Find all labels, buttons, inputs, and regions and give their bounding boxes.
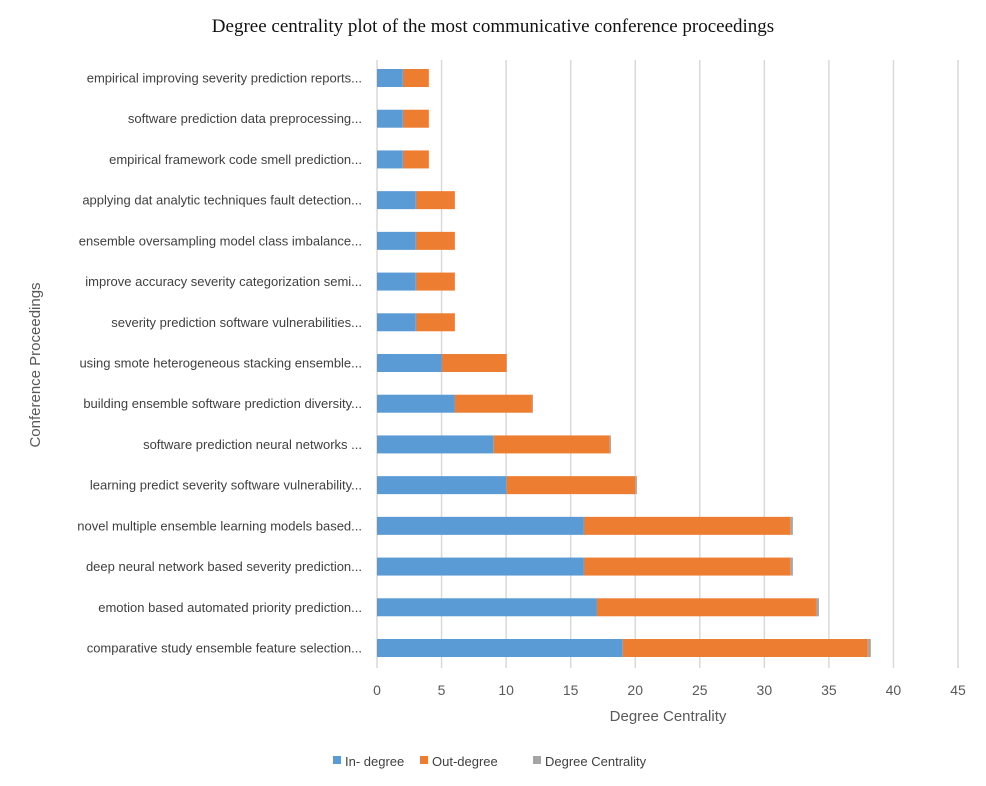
bar-degree-centrality: [609, 435, 611, 454]
legend-swatch: [533, 756, 541, 764]
bar-degree-centrality: [506, 354, 508, 372]
x-axis-label: Degree Centrality: [610, 708, 727, 725]
bar-in-degree: [377, 598, 597, 617]
bars: [377, 69, 871, 657]
bar-in-degree: [377, 191, 416, 210]
bar-degree-centrality: [454, 313, 455, 332]
bar-in-degree: [377, 394, 455, 413]
bar-out-degree: [583, 557, 791, 576]
bar-in-degree: [377, 69, 403, 87]
bar-degree-centrality: [867, 639, 871, 657]
category-label: empirical framework code smell predictio…: [109, 152, 362, 167]
bar-in-degree: [377, 435, 494, 454]
x-tick-label: 10: [498, 682, 514, 698]
category-label: severity prediction software vulnerabili…: [111, 315, 362, 330]
y-axis-label: Conference Proceedings: [27, 282, 44, 447]
legend: In- degree Out-degree Degree Centrality: [333, 754, 647, 769]
bar-out-degree: [454, 394, 532, 413]
category-label: empirical improving severity prediction …: [87, 71, 362, 86]
category-label: comparative study ensemble feature selec…: [87, 641, 362, 656]
bar-degree-centrality: [635, 476, 637, 495]
category-label: ensemble oversampling model class imbala…: [79, 233, 362, 248]
legend-label: Out-degree: [432, 754, 498, 769]
bar-in-degree: [377, 272, 416, 291]
x-tick-label: 30: [757, 682, 773, 698]
bar-degree-centrality: [790, 557, 793, 576]
bar-degree-centrality: [815, 598, 819, 617]
bar-in-degree: [377, 557, 584, 576]
bar-degree-centrality: [454, 272, 455, 291]
x-tick-label: 35: [821, 682, 837, 698]
x-tick-labels: 0 5 10 15 20 25 30 35 40 45: [373, 682, 966, 698]
bar-out-degree: [402, 150, 429, 169]
legend-swatch: [420, 756, 428, 764]
bar-in-degree: [377, 109, 403, 128]
category-label: improve accuracy severity categorization…: [85, 274, 362, 289]
legend-swatch: [333, 756, 341, 764]
category-label: using smote heterogeneous stacking ensem…: [79, 356, 362, 371]
x-tick-label: 25: [692, 682, 708, 698]
bar-in-degree: [377, 639, 623, 657]
bar-out-degree: [622, 639, 868, 657]
bar-degree-centrality: [454, 191, 455, 210]
category-label: software prediction neural networks ...: [143, 437, 362, 452]
category-label: building ensemble software prediction di…: [83, 396, 362, 411]
category-label: deep neural network based severity predi…: [86, 559, 362, 574]
bar-out-degree: [415, 313, 455, 332]
category-labels: empirical improving severity prediction …: [77, 71, 362, 656]
x-tick-label: 15: [563, 682, 579, 698]
category-label: software prediction data preprocessing..…: [128, 111, 362, 126]
x-tick-label: 5: [438, 682, 446, 698]
bar-degree-centrality: [531, 394, 533, 413]
bar-out-degree: [441, 354, 507, 372]
bar-out-degree: [583, 516, 791, 535]
bar-in-degree: [377, 313, 416, 332]
category-label: emotion based automated priority predict…: [98, 600, 362, 615]
bar-in-degree: [377, 476, 507, 495]
bar-degree-centrality: [790, 516, 793, 535]
bar-degree-centrality: [454, 231, 455, 250]
bar-in-degree: [377, 354, 442, 372]
x-tick-label: 0: [373, 682, 381, 698]
bar-out-degree: [415, 272, 455, 291]
category-label: novel multiple ensemble learning models …: [77, 518, 362, 533]
bar-out-degree: [596, 598, 816, 617]
bar-out-degree: [415, 191, 455, 210]
legend-label: Degree Centrality: [545, 754, 647, 769]
x-tick-label: 20: [627, 682, 643, 698]
bar-out-degree: [506, 476, 636, 495]
x-tick-label: 40: [886, 682, 902, 698]
bar-in-degree: [377, 516, 584, 535]
x-tick-label: 45: [950, 682, 966, 698]
bar-in-degree: [377, 231, 416, 250]
chart-title: Degree centrality plot of the most commu…: [212, 16, 774, 37]
bar-in-degree: [377, 150, 403, 169]
gridlines: [376, 60, 959, 668]
legend-label: In- degree: [345, 754, 404, 769]
bar-out-degree: [493, 435, 610, 454]
bar-out-degree: [402, 109, 429, 128]
category-label: learning predict severity software vulne…: [90, 478, 362, 493]
bar-out-degree: [415, 231, 455, 250]
category-label: applying dat analytic techniques fault d…: [82, 193, 362, 208]
bar-out-degree: [402, 69, 429, 87]
